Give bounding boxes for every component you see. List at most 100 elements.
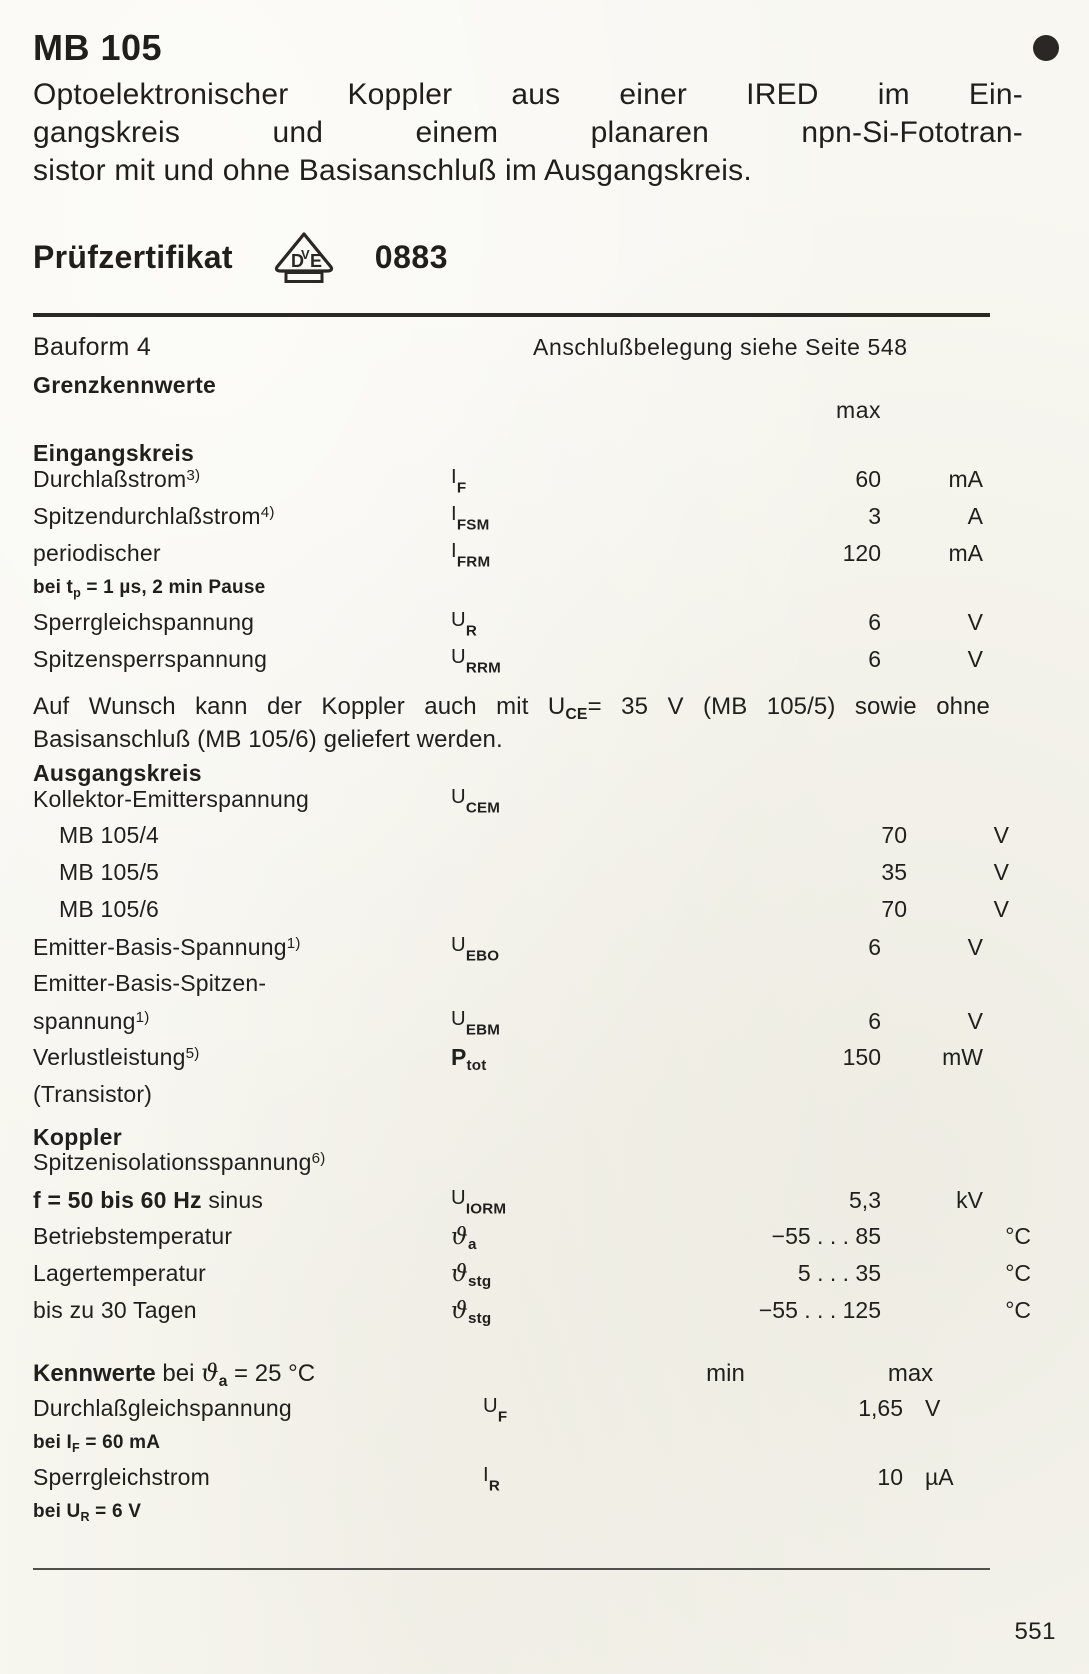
footnote-marker: 1) — [135, 1009, 150, 1027]
certificate-row: Prüfzertifikat D V E 0883 — [33, 231, 1056, 285]
max-column-header: max — [836, 396, 881, 423]
footnote-marker: 6) — [311, 1150, 326, 1168]
row-label: Verlustleistung5) — [33, 1043, 200, 1070]
row-value: 60 — [855, 466, 881, 493]
svg-text:V: V — [301, 247, 310, 262]
table-row: MB 105/5 35 V — [33, 858, 1056, 898]
row-label: Durchlaßgleichspannung — [33, 1395, 292, 1422]
characteristics-title: Kennwerte bei ϑa = 25 °C — [33, 1357, 316, 1391]
footnote-marker: 4) — [260, 504, 275, 522]
table-row: bis zu 30 Tagen ϑstg −55 . . . 125 °C — [33, 1296, 1056, 1336]
row-unit: mA — [948, 540, 984, 567]
row-label: MB 105/5 — [59, 858, 160, 885]
specifications-table: Bauform 4 Anschlußbelegung siehe Seite 5… — [33, 333, 1056, 1534]
table-row: Verlustleistung5) Ptot 150 mW — [33, 1043, 1056, 1083]
transistor-note: (Transistor) — [33, 1080, 153, 1107]
row-unit: V — [967, 934, 983, 961]
row-symbol: UCEM — [451, 785, 501, 817]
certificate-number: 0883 — [374, 239, 448, 276]
row-unit: V — [993, 821, 1009, 848]
table-row: Betriebstemperatur ϑa −55 . . . 85 °C — [33, 1222, 1056, 1262]
row-label: Spitzensperrspannung — [33, 646, 268, 673]
row-unit: °C — [1005, 1222, 1031, 1249]
table-row-wrap: Emitter-Basis-Spitzen- — [33, 971, 1056, 1009]
table-row: Sperrgleichstrom IR 10 µA — [33, 1465, 1056, 1502]
row-label: Sperrgleichstrom — [33, 1464, 211, 1491]
row-symbol: UIORM — [451, 1186, 507, 1218]
isolation-label: Spitzenisolationsspannung6) — [33, 1148, 326, 1175]
row-value: 6 — [868, 646, 881, 673]
header-divider — [33, 312, 990, 317]
row-unit: °C — [1005, 1296, 1031, 1323]
bauform-label: Bauform 4 — [33, 332, 152, 361]
option-paragraph-line-2: Basisanschluß (MB 105/6) geliefert werde… — [33, 725, 503, 753]
min-column-header: min — [706, 1359, 745, 1387]
row-value: −55 . . . 125 — [758, 1296, 881, 1323]
table-row: MB 105/4 70 V — [33, 821, 1056, 861]
row-value: 1,65 — [858, 1395, 903, 1422]
row-value: 120 — [842, 540, 881, 567]
row-unit: V — [967, 609, 983, 636]
row-symbol: UEBM — [451, 1007, 501, 1039]
row-unit: kV — [956, 1187, 983, 1214]
row-unit: °C — [1005, 1259, 1031, 1286]
row-label: Lagertemperatur — [33, 1259, 207, 1286]
input-section-title: Eingangskreis — [33, 439, 195, 466]
limits-section-title: Grenzkennwerte — [33, 371, 217, 398]
description-line-3: sistor mit und ohne Basisanschluß im Aus… — [33, 154, 752, 188]
row-label: Durchlaßstrom3) — [33, 466, 201, 493]
row-unit: V — [967, 1008, 983, 1035]
condition-note-1: bei IF = 60 mA — [33, 1431, 161, 1455]
row-unit: V — [993, 895, 1009, 922]
footnote-marker: 1) — [286, 935, 301, 953]
row-value: 6 — [868, 609, 881, 636]
option-paragraph-line-1: Auf Wunsch kann der Koppler auch mit UCE… — [33, 692, 990, 723]
row-label: f = 50 bis 60 Hz sinus — [33, 1187, 264, 1214]
row-label: periodischer — [33, 540, 161, 567]
row-symbol: ϑstg — [451, 1258, 492, 1290]
max-column-header: max — [887, 1359, 934, 1387]
table-row: Durchlaßstrom3) IF 60 mA — [33, 467, 1056, 504]
table-row: Lagertemperatur ϑstg 5 . . . 35 °C — [33, 1258, 1056, 1299]
isolation-label-row: Spitzenisolationsspannung6) — [33, 1148, 1056, 1188]
row-value: −55 . . . 85 — [771, 1222, 881, 1249]
table-row: Spitzensperrspannung URRM 6 V — [33, 647, 1056, 684]
row-label: Emitter-Basis-Spannung1) — [33, 934, 301, 961]
row-value: 150 — [842, 1043, 881, 1070]
table-row: Sperrgleichspannung UR 6 V — [33, 610, 1056, 647]
table-row: periodischer IFRM 120 mA — [33, 541, 1056, 578]
page-number: 551 — [1014, 1618, 1056, 1645]
table-row: spannung1) UEBM 6 V — [33, 1009, 1056, 1046]
row-symbol: UEBO — [451, 933, 500, 965]
row-label: Kollektor-Emitterspannung — [33, 786, 310, 813]
svg-text:E: E — [310, 251, 322, 271]
row-label: MB 105/6 — [59, 895, 160, 922]
footnote-marker: 3) — [186, 467, 201, 485]
row-label: Sperrgleichspannung — [33, 609, 255, 636]
row-label: Spitzendurchlaßstrom4) — [33, 503, 275, 530]
row-value: 6 — [868, 934, 881, 961]
row-symbol: IR — [483, 1463, 500, 1495]
description-line-1: Optoelektronischer Koppler aus einer IRE… — [33, 77, 1023, 111]
row-symbol: IFRM — [451, 539, 491, 571]
product-description: Optoelektronischer Koppler aus einer IRE… — [33, 76, 1023, 191]
table-row: MB 105/6 70 V — [33, 895, 1056, 935]
vde-triangle-icon: D V E — [274, 232, 333, 283]
pinout-note: Anschlußbelegung siehe Seite 548 — [533, 333, 908, 360]
pulse-condition-note: bei tp = 1 µs, 2 min Pause — [33, 576, 266, 600]
row-label: bis zu 30 Tagen — [33, 1296, 197, 1323]
row-value: 3 — [868, 503, 881, 530]
row-symbol: UF — [483, 1394, 508, 1426]
row-value: 5,3 — [849, 1187, 881, 1214]
row-value: 6 — [868, 1008, 881, 1035]
characteristics-header-row: Kennwerte bei ϑa = 25 °C min max — [33, 1357, 1056, 1391]
row-symbol: IF — [451, 465, 467, 497]
table-row: Emitter-Basis-Spannung1) UEBO 6 V — [33, 935, 1056, 972]
footnote-marker: 5) — [185, 1045, 200, 1063]
row-value: 35 — [881, 858, 907, 885]
black-dot-icon — [1033, 35, 1059, 61]
row-label: Betriebstemperatur — [33, 1222, 233, 1249]
row-unit: mA — [948, 466, 984, 493]
bauform-row: Bauform 4 Anschlußbelegung siehe Seite 5… — [33, 333, 1056, 362]
